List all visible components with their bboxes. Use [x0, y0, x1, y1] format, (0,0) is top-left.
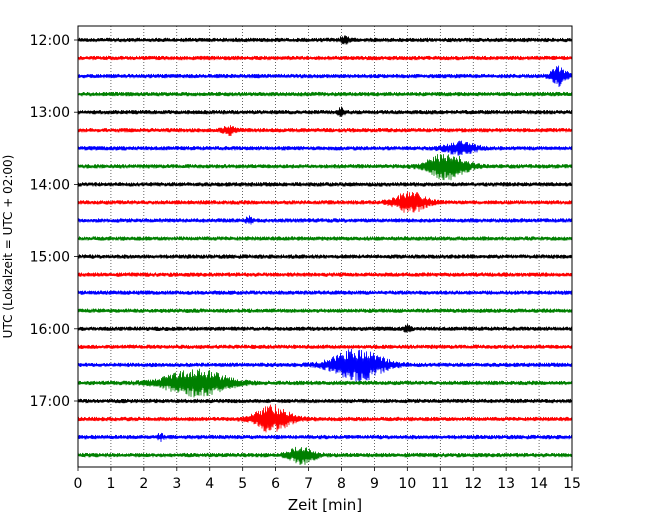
trace-1215 [77, 55, 573, 61]
x-tick-label: 3 [172, 476, 181, 492]
trace-1630 [77, 348, 573, 383]
y-tick-label: 16:00 [30, 322, 70, 338]
x-tick-label: 13 [497, 476, 515, 492]
x-tick-label: 14 [530, 476, 548, 492]
trace-1730 [77, 432, 573, 443]
y-tick-label: 17:00 [30, 394, 70, 410]
x-tick-label: 10 [398, 476, 416, 492]
trace-1345 [77, 154, 573, 181]
y-tick-label: 13:00 [30, 105, 70, 121]
trace-1615 [77, 344, 573, 350]
x-tick-label: 7 [304, 476, 313, 492]
trace-1645 [77, 368, 573, 398]
trace-1715 [77, 404, 573, 433]
trace-1515 [77, 272, 573, 278]
trace-1445 [77, 235, 573, 242]
x-tick-label: 2 [139, 476, 148, 492]
y-axis: 12:00 13:00 14:00 15:00 16:00 17:00 [30, 33, 78, 410]
x-tick-label: 0 [74, 476, 83, 492]
seismogram-traces [77, 35, 573, 465]
x-tick-label: 4 [205, 476, 214, 492]
trace-1415 [77, 191, 573, 213]
trace-1430 [77, 215, 573, 225]
y-tick-label: 12:00 [30, 33, 70, 49]
x-tick-label: 5 [238, 476, 247, 492]
y-tick-label: 14:00 [30, 177, 70, 193]
trace-1245 [77, 91, 573, 97]
x-tick-label: 11 [431, 476, 449, 492]
trace-1330 [77, 140, 573, 156]
trace-1745 [77, 446, 573, 465]
plot-frame [77, 25, 573, 468]
trace-1300 [77, 106, 573, 117]
y-axis-label: UTC (Lokalzeit = UTC + 02:00) [1, 155, 15, 339]
y-tick-label: 15:00 [30, 250, 70, 266]
trace-1230 [77, 65, 573, 88]
trace-1700 [77, 398, 573, 404]
x-axis: 0 1 2 3 4 5 6 7 8 9 10 11 12 13 14 15 [74, 467, 581, 492]
trace-1530 [77, 290, 573, 296]
trace-1200 [77, 35, 573, 45]
trace-1500 [77, 253, 573, 260]
x-tick-label: 9 [370, 476, 379, 492]
x-tick-label: 12 [464, 476, 482, 492]
x-tick-label: 1 [106, 476, 115, 492]
x-tick-label: 15 [563, 476, 581, 492]
trace-1600 [77, 323, 573, 333]
trace-1400 [77, 181, 573, 187]
trace-1315 [77, 125, 573, 137]
x-tick-label: 8 [337, 476, 346, 492]
x-axis-label: Zeit [min] [288, 496, 362, 514]
x-tick-label: 6 [271, 476, 280, 492]
trace-1545 [77, 308, 573, 314]
